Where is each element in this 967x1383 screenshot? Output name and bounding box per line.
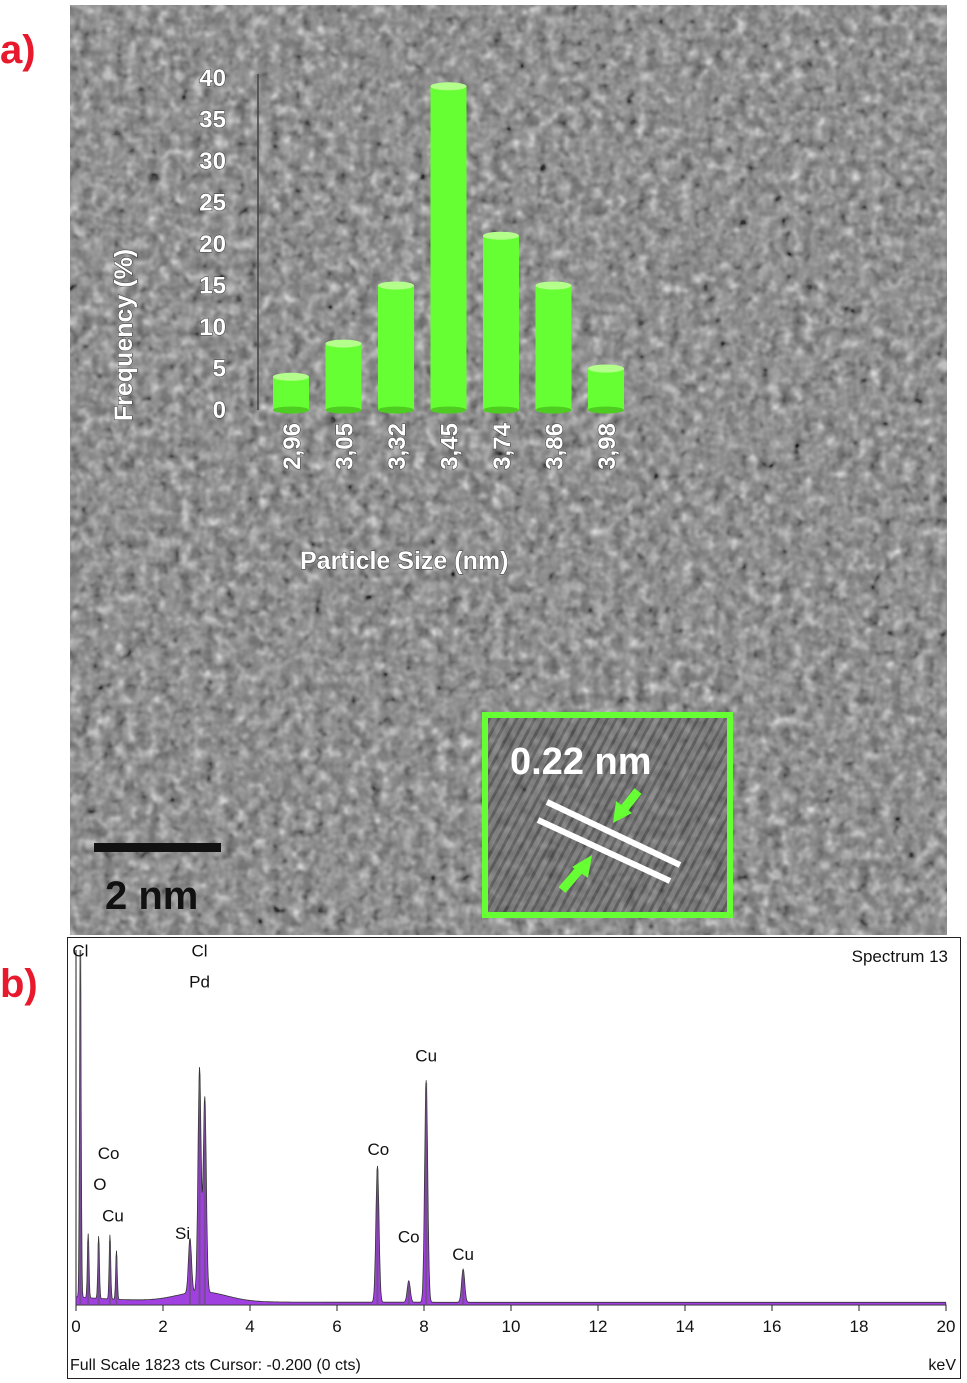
x-tick-label: 3,05 (332, 423, 359, 470)
scale-bar-line (94, 843, 221, 852)
element-peak-label: Pd (189, 973, 210, 992)
x-tick-label: 3,98 (594, 423, 621, 470)
particle-size-histogram: 0 5 10 15 20 25 30 35 40 2,96 3,05 3,32 3,45 3,74 3,86… (110, 65, 624, 576)
spectrum-title: Spectrum 13 (852, 947, 948, 966)
lattice-line-lower (536, 817, 672, 884)
x-axis-title: Particle Size (nm) (300, 547, 508, 575)
histogram-bar (535, 281, 572, 414)
element-peak-label: Cu (415, 1047, 437, 1066)
x-tick-label: 2,96 (279, 423, 306, 470)
x-tick-label: 6 (332, 1317, 341, 1336)
element-peak-label: Co (98, 1144, 120, 1163)
x-tick-label: 3,74 (489, 422, 516, 469)
element-peak-label: Co (367, 1140, 389, 1159)
x-tick-label: 20 (937, 1317, 956, 1336)
x-tick-label: 8 (419, 1317, 428, 1336)
eds-spectrum-panel: Spectrum 13 Full Scale 1823 cts Cursor: … (67, 937, 961, 1379)
histogram-bar (378, 281, 414, 414)
arrow-icon-upper (613, 788, 642, 823)
scale-bar-label: 2 nm (105, 874, 198, 918)
x-tick-label: 2 (158, 1317, 167, 1336)
x-tick-label: 3,86 (542, 423, 569, 470)
panel-b-label: b) (0, 962, 38, 1006)
histogram-bar (273, 372, 309, 414)
element-peak-label: Cu (102, 1206, 124, 1225)
element-peak-label: Cl (192, 941, 208, 960)
y-tick-label: 25 (199, 190, 226, 217)
x-tick-label: 4 (245, 1317, 254, 1336)
histogram-bar (430, 82, 467, 414)
x-tick-label: 12 (589, 1317, 608, 1336)
element-peak-label: Cl (72, 941, 88, 960)
tem-micrograph: 2 nm 0.22 nm 0 5 10 15 20 25 30 35 40 2,96 3,05 3,3… (70, 5, 947, 935)
arrow-icon-lower (558, 855, 592, 893)
x-tick-label: 0 (71, 1317, 80, 1336)
lattice-line-upper (545, 799, 682, 868)
y-axis-title: Frequency (%) (110, 249, 138, 421)
y-tick-label: 15 (199, 273, 226, 300)
x-tick-label: 18 (850, 1317, 869, 1336)
y-tick-label: 0 (213, 397, 226, 424)
element-peak-label: Si (175, 1224, 190, 1243)
element-peak-label: Cu (452, 1245, 474, 1264)
spectrum-footer-right: keV (928, 1357, 956, 1374)
lattice-spacing-label: 0.22 nm (510, 741, 652, 783)
element-peak-label: O (93, 1175, 106, 1194)
x-tick-label: 3,32 (384, 423, 411, 470)
y-tick-label: 10 (199, 314, 226, 341)
histogram-bar (483, 231, 519, 414)
spectrum-footer-left: Full Scale 1823 cts Cursor: -0.200 (0 ct… (70, 1357, 361, 1374)
y-tick-label: 30 (199, 148, 226, 175)
eds-spectrum: Spectrum 13 Full Scale 1823 cts Cursor: … (70, 941, 956, 1374)
y-tick-label: 5 (213, 356, 226, 383)
histogram-bar (325, 339, 362, 414)
x-tick-label: 16 (763, 1317, 782, 1336)
x-tick-label: 3,45 (437, 423, 464, 470)
element-peak-label: Co (398, 1228, 420, 1247)
eds-plot-area: 0 2 4 6 8 10 12 14 16 18 20 Cl Cl Pd Co O Cu Si Co Co Cu Cu (71, 941, 955, 1336)
y-tick-label: 40 (199, 65, 226, 92)
y-tick-label: 35 (199, 107, 226, 134)
x-tick-label: 14 (676, 1317, 695, 1336)
spectrum-area (75, 949, 947, 1306)
y-tick-label: 20 (199, 231, 226, 258)
tem-image: 2 nm 0.22 nm 0 5 10 15 20 25 30 35 40 2,96 3,05 3,3… (70, 5, 947, 935)
lattice-inset: 0.22 nm (482, 712, 733, 918)
panel-a-label: a) (0, 28, 36, 72)
histogram-bar (588, 364, 624, 414)
x-tick-label: 10 (502, 1317, 521, 1336)
